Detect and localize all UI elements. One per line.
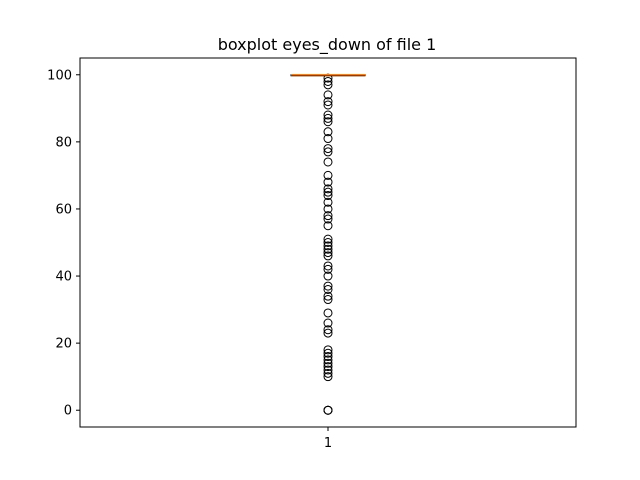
outlier-points xyxy=(323,73,333,415)
outlier-point xyxy=(323,264,333,274)
outlier-point xyxy=(323,238,333,247)
box-element xyxy=(290,74,366,77)
y-tick-label: 80 xyxy=(55,135,72,150)
outlier-point xyxy=(323,191,333,201)
y-tick-label: 20 xyxy=(55,337,72,352)
outlier-point xyxy=(323,348,333,358)
outlier-point xyxy=(323,157,333,167)
outlier-point xyxy=(323,134,333,144)
outlier-point xyxy=(323,284,333,294)
outlier-point xyxy=(323,261,333,271)
outlier-point xyxy=(323,127,333,137)
outlier-point xyxy=(323,76,333,86)
outlier-point xyxy=(323,291,333,301)
outlier-point xyxy=(323,281,333,291)
outlier-point xyxy=(323,365,333,375)
y-tick-label: 0 xyxy=(64,404,72,419)
x-axis: 1 xyxy=(324,427,332,451)
outlier-point xyxy=(323,187,333,197)
outlier-point xyxy=(323,244,333,254)
outlier-point xyxy=(323,170,333,180)
outlier-point xyxy=(323,100,333,110)
outlier-point xyxy=(323,221,333,231)
outlier-point xyxy=(323,271,333,281)
outlier-point xyxy=(323,234,333,244)
outlier-point xyxy=(323,204,333,214)
outlier-point xyxy=(323,372,333,382)
outlier-point xyxy=(323,248,333,258)
chart-title: boxplot eyes_down of file 1 xyxy=(218,35,437,55)
outlier-point xyxy=(323,113,333,123)
outlier-point xyxy=(323,144,333,154)
y-tick-label: 100 xyxy=(47,68,72,83)
y-axis: 0 20 40 60 80 100 xyxy=(47,68,80,419)
outlier-point xyxy=(323,90,333,100)
outlier-point xyxy=(323,184,333,194)
outlier-point xyxy=(323,177,333,187)
outlier-point xyxy=(323,97,333,107)
outlier-point xyxy=(323,251,333,261)
outlier-point xyxy=(323,325,333,335)
outlier-point xyxy=(323,197,333,207)
outlier-point xyxy=(323,358,333,368)
outlier-point xyxy=(323,318,333,328)
y-tick-label: 40 xyxy=(55,270,72,285)
y-tick-label: 60 xyxy=(55,202,72,217)
outlier-point xyxy=(323,405,333,415)
outlier-point xyxy=(323,345,333,355)
outlier-point xyxy=(323,211,333,221)
outlier-point xyxy=(323,295,333,305)
outlier-point xyxy=(323,80,333,90)
outlier-point xyxy=(323,352,333,362)
plot-area-frame xyxy=(79,57,577,428)
outlier-point xyxy=(323,241,333,251)
outlier-point xyxy=(323,362,333,372)
outlier-point xyxy=(323,110,333,120)
outlier-point xyxy=(323,117,333,127)
outlier-point xyxy=(323,355,333,365)
outlier-point xyxy=(323,328,333,338)
outlier-point xyxy=(323,308,333,318)
x-tick-label: 1 xyxy=(324,436,332,451)
outlier-point xyxy=(323,147,333,157)
outlier-point xyxy=(323,214,333,224)
outlier-point xyxy=(323,368,333,378)
